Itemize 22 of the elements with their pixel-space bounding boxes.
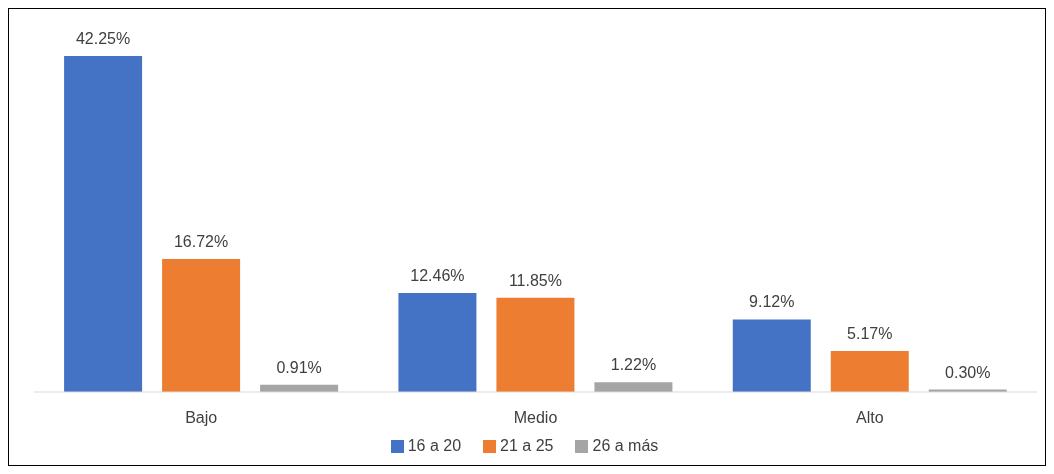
bar [64, 56, 143, 392]
data-label: 0.91% [276, 358, 322, 376]
x-tick-label: Bajo [185, 409, 218, 427]
x-tick-label: Alto [856, 409, 884, 427]
bar [830, 350, 909, 392]
data-label: 16.72% [173, 233, 229, 251]
data-label: 1.22% [610, 356, 657, 374]
bar [732, 319, 811, 392]
data-label: 9.12% [749, 293, 795, 311]
legend-label: 21 a 25 [500, 437, 554, 454]
x-tick-label: Medio [513, 409, 558, 427]
legend-label: 26 a más [592, 437, 659, 454]
data-label: 11.85% [508, 271, 562, 289]
data-label: 5.17% [847, 324, 893, 342]
bar [496, 297, 575, 392]
data-label: 0.30% [945, 363, 991, 381]
bar [594, 382, 673, 392]
data-label: 12.46% [410, 266, 465, 284]
bar [162, 259, 241, 392]
legend-label: 16 a 20 [407, 437, 462, 454]
bar [398, 292, 477, 392]
data-label: 42.25% [75, 30, 131, 47]
